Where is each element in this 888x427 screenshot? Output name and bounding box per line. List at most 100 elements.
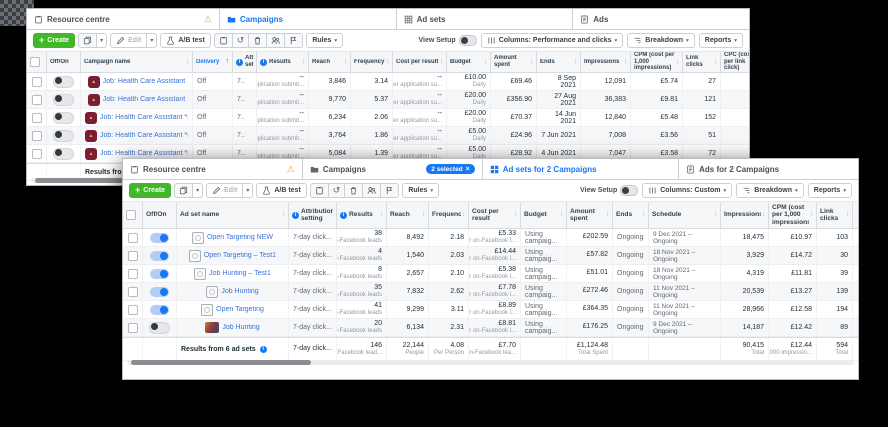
tab-campaigns[interactable]: Campaigns 2 selected ×: [302, 159, 483, 179]
campaign-name-link[interactable]: Job: Health Care Assistant *Imm...: [100, 150, 188, 157]
column-header-offon[interactable]: Off/On: [47, 52, 81, 72]
ab-test-button[interactable]: A/B test: [160, 33, 211, 48]
column-header-delivery[interactable]: Delivery ↑: [193, 52, 233, 72]
column-header-ends[interactable]: Ends ↕: [537, 52, 581, 72]
campaign-name-link[interactable]: Job: Health Care Assistant: [102, 96, 186, 103]
column-header-links[interactable]: Link clicks ↕: [683, 52, 721, 72]
row-toggle[interactable]: [150, 250, 169, 261]
ab-test-button[interactable]: A/B test: [256, 183, 307, 198]
view-setup[interactable]: View Setup: [418, 35, 477, 46]
row-checkbox[interactable]: [31, 148, 42, 159]
tab-ads[interactable]: Ads: [573, 9, 749, 29]
column-header-links[interactable]: Link clicks ↕: [817, 202, 853, 228]
undo-button[interactable]: ↺: [231, 33, 250, 48]
row-checkbox[interactable]: [31, 130, 42, 141]
column-header-cpm[interactable]: CPM (cost per 1,000 impressions) ↕: [769, 202, 817, 228]
tab-ads[interactable]: Ads for 2 Campaigns: [679, 159, 858, 179]
row-toggle[interactable]: [150, 286, 169, 297]
column-header-impr[interactable]: Impressions ↕: [721, 202, 769, 228]
duplicate-button[interactable]: [174, 183, 194, 198]
column-header-budget[interactable]: Budget ↕: [521, 202, 567, 228]
ad-set-name-link[interactable]: Job Hunting: [221, 288, 259, 295]
row-toggle[interactable]: [150, 304, 169, 315]
column-header-ends[interactable]: Ends ↕: [613, 202, 649, 228]
edit-button[interactable]: Edit: [206, 183, 244, 198]
duplicate-button[interactable]: [78, 33, 98, 48]
row-toggle[interactable]: [53, 111, 74, 124]
row-checkbox[interactable]: [31, 94, 42, 105]
undo-button[interactable]: ↺: [327, 183, 346, 198]
flag-button[interactable]: [380, 183, 400, 198]
export-button[interactable]: [213, 33, 233, 48]
delete-button[interactable]: [248, 33, 268, 48]
column-header-spent[interactable]: Amount spent ↕: [491, 52, 537, 72]
column-header-freq[interactable]: Frequency↕: [429, 202, 469, 228]
create-button[interactable]: + Create: [33, 33, 76, 48]
reports-button[interactable]: Reports ▾: [807, 183, 852, 198]
row-checkbox[interactable]: [127, 232, 138, 243]
breakdown-button[interactable]: Breakdown ▾: [736, 183, 804, 198]
ad-set-name-link[interactable]: Open Targeting: [216, 306, 264, 313]
rules-button[interactable]: Rules ▾: [402, 183, 440, 198]
breakdown-button[interactable]: Breakdown ▾: [627, 33, 695, 48]
audience-button[interactable]: [362, 183, 382, 198]
audience-button[interactable]: [266, 33, 286, 48]
ad-set-name-link[interactable]: Open Targeting NEW: [206, 234, 273, 241]
tab-campaigns[interactable]: Campaigns: [219, 9, 397, 29]
edit-button[interactable]: Edit: [110, 33, 148, 48]
row-checkbox[interactable]: [127, 286, 138, 297]
row-toggle[interactable]: [53, 147, 74, 160]
column-header-impr[interactable]: Impressions ↕: [581, 52, 631, 72]
column-header-cpm[interactable]: CPM (cost per 1,000 impressions) ↕: [631, 52, 683, 72]
tab-resource-centre[interactable]: Resource centre ⚠: [123, 159, 303, 179]
column-header-name[interactable]: Ad set name ↕: [177, 202, 289, 228]
tab-ad-sets[interactable]: Ad sets: [396, 9, 574, 29]
column-header-reach[interactable]: Reach ↕: [309, 52, 351, 72]
view-setup[interactable]: View Setup: [580, 185, 639, 196]
scrollbar-thumb[interactable]: [131, 360, 311, 365]
columns-button[interactable]: Columns: Custom ▾: [642, 183, 733, 198]
column-header-budget[interactable]: Budget ↕: [447, 52, 491, 72]
view-setup-toggle[interactable]: [620, 185, 639, 196]
row-toggle[interactable]: [53, 75, 74, 88]
duplicate-caret-button[interactable]: ▾: [192, 183, 204, 198]
edit-caret-button[interactable]: ▾: [242, 183, 254, 198]
flag-button[interactable]: [284, 33, 304, 48]
column-header-schedule[interactable]: Schedule ↕: [649, 202, 721, 228]
rules-button[interactable]: Rules ▾: [306, 33, 344, 48]
create-button[interactable]: + Create: [129, 183, 172, 198]
campaign-name-link[interactable]: Job: Health Care Assistant *Imm...: [100, 114, 188, 121]
export-button[interactable]: [309, 183, 329, 198]
selected-count-badge[interactable]: 2 selected ×: [426, 164, 475, 174]
column-header-offon[interactable]: Off/On: [143, 202, 177, 228]
row-toggle[interactable]: [150, 268, 169, 279]
row-checkbox[interactable]: [31, 76, 42, 87]
campaign-name-link[interactable]: Job: Health Care Assistant: [102, 78, 186, 85]
column-header-chk[interactable]: [27, 52, 47, 72]
delete-button[interactable]: [344, 183, 364, 198]
columns-button[interactable]: Columns: Performance and clicks ▾: [480, 33, 624, 48]
row-checkbox[interactable]: [31, 112, 42, 123]
row-checkbox[interactable]: [127, 304, 138, 315]
column-header-cpc[interactable]: CPC (cost per link click): [721, 52, 749, 72]
row-toggle[interactable]: [53, 129, 74, 142]
select-all-checkbox[interactable]: [126, 210, 136, 220]
horizontal-scrollbar[interactable]: [127, 360, 854, 365]
column-header-cpr[interactable]: Cost per result ↕: [469, 202, 521, 228]
ad-set-name-link[interactable]: Job Hunting: [222, 324, 260, 331]
row-checkbox[interactable]: [127, 268, 138, 279]
column-header-extra[interactable]: [853, 202, 858, 228]
row-toggle[interactable]: [149, 321, 170, 334]
row-checkbox[interactable]: [127, 250, 138, 261]
close-icon[interactable]: ×: [465, 165, 470, 173]
row-checkbox[interactable]: [127, 322, 138, 333]
scrollbar-thumb[interactable]: [35, 178, 123, 183]
view-setup-toggle[interactable]: [458, 35, 477, 46]
reports-button[interactable]: Reports ▾: [698, 33, 743, 48]
tab-ad-sets[interactable]: Ad sets for 2 Campaigns: [482, 159, 680, 179]
column-header-spent[interactable]: Amount spent ↕: [567, 202, 613, 228]
column-header-results[interactable]: i Results ↕: [337, 202, 387, 228]
row-toggle[interactable]: [53, 93, 74, 106]
column-header-reach[interactable]: Reach ↕: [387, 202, 429, 228]
